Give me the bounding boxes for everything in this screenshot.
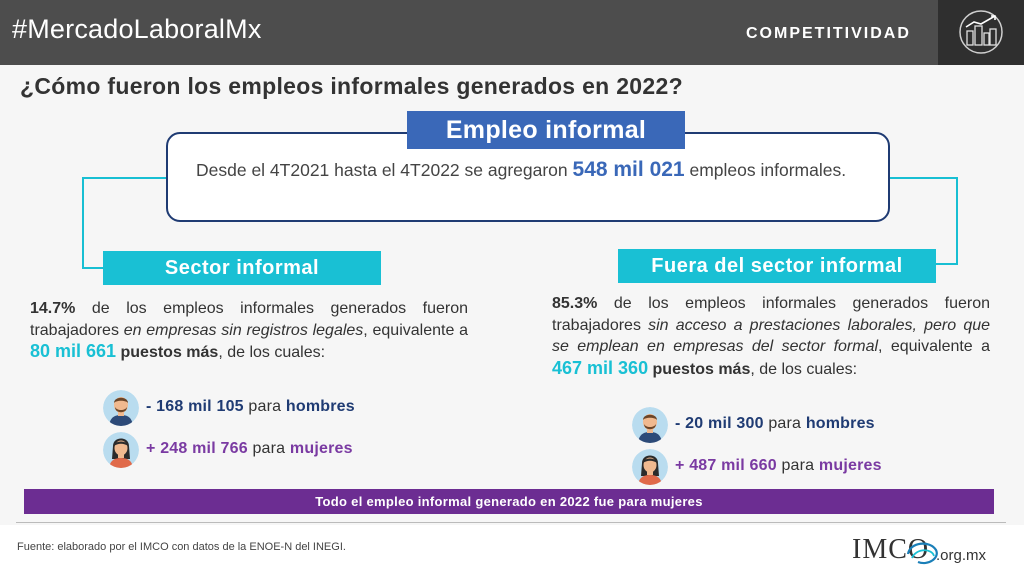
woman-avatar-icon bbox=[103, 432, 139, 468]
left-text-2: , equivalente a bbox=[363, 321, 468, 339]
page-title: ¿Cómo fueron los empleos informales gene… bbox=[20, 73, 683, 99]
connector-right bbox=[888, 177, 958, 265]
section-label: COMPETITIVIDAD bbox=[746, 25, 911, 42]
logo-domain: .org.mx bbox=[936, 547, 987, 564]
left-women-number: + 248 mil 766 bbox=[146, 440, 248, 457]
right-men-label: hombres bbox=[805, 415, 875, 432]
center-text-after: empleos informales. bbox=[684, 160, 847, 180]
informal-sector-paragraph: 14.7% de los empleos informales generado… bbox=[30, 298, 468, 364]
hashtag-title: #MercadoLaboralMx bbox=[12, 14, 262, 44]
man-avatar-icon bbox=[632, 407, 668, 443]
right-text-2: , equivalente a bbox=[878, 338, 990, 355]
right-italic-text: sin acceso a prestaciones laborales, per… bbox=[552, 316, 991, 356]
left-text-3: , de los cuales: bbox=[218, 344, 326, 361]
header-icon-box bbox=[938, 0, 1024, 65]
left-amount: 80 mil 661 bbox=[30, 341, 117, 361]
left-women-label: mujeres bbox=[289, 440, 353, 457]
connector-left bbox=[82, 177, 168, 269]
left-men-text: - 168 mil 105 para hombres bbox=[146, 398, 355, 416]
right-men-text: - 20 mil 300 para hombres bbox=[675, 415, 875, 433]
woman-avatar-icon bbox=[632, 449, 668, 485]
man-avatar-icon bbox=[103, 390, 139, 426]
imco-logo: IMCO .org.mx bbox=[852, 534, 1012, 574]
informal-employment-text: Desde el 4T2021 hasta el 4T2022 se agreg… bbox=[196, 157, 864, 183]
center-text-before: Desde el 4T2021 hasta el 4T2022 se agreg… bbox=[196, 160, 573, 180]
right-men-number: - 20 mil 300 bbox=[675, 415, 764, 432]
right-women-label: mujeres bbox=[818, 457, 882, 474]
left-italic-text: en empresas sin registros legales bbox=[123, 321, 364, 339]
connector-left-foot bbox=[82, 267, 104, 269]
left-percentage: 14.7% bbox=[30, 300, 76, 317]
left-women-text: + 248 mil 766 para mujeres bbox=[146, 440, 353, 458]
logo-swirl-icon bbox=[906, 542, 938, 565]
left-men-number: - 168 mil 105 bbox=[146, 398, 244, 415]
connector-right-foot bbox=[936, 263, 958, 265]
left-text-1: de los empleos informales generados fuer… bbox=[30, 300, 468, 339]
source-note: Fuente: elaborado por el IMCO con datos … bbox=[17, 541, 346, 553]
informal-employment-title: Empleo informal bbox=[407, 111, 685, 149]
left-men-label: hombres bbox=[285, 398, 355, 415]
right-text-3: , de los cuales: bbox=[750, 360, 858, 378]
right-women-text: + 487 mil 660 para mujeres bbox=[675, 457, 882, 475]
conclusion-banner: Todo el empleo informal generado en 2022… bbox=[24, 489, 994, 514]
header-bar: #MercadoLaboralMx COMPETITIVIDAD bbox=[0, 0, 1024, 65]
informal-sector-title: Sector informal bbox=[103, 251, 381, 285]
outside-informal-sector-title: Fuera del sector informal bbox=[618, 249, 936, 283]
right-women-number: + 487 mil 660 bbox=[675, 457, 777, 474]
right-percentage: 85.3% bbox=[552, 295, 598, 312]
left-bold-after: puestos más bbox=[116, 344, 219, 361]
logo-name: IMCO bbox=[852, 534, 930, 565]
right-women-para: para bbox=[776, 457, 819, 474]
left-men-para: para bbox=[243, 398, 286, 415]
footer-divider bbox=[16, 522, 1006, 523]
outside-informal-sector-paragraph: 85.3% de los empleos informales generado… bbox=[552, 293, 990, 380]
center-highlight-number: 548 mil 021 bbox=[572, 158, 685, 181]
city-growth-chart-icon bbox=[959, 10, 1003, 54]
left-women-para: para bbox=[247, 440, 290, 457]
right-men-para: para bbox=[763, 415, 806, 432]
right-text-1: de los empleos informales generados fuer… bbox=[552, 295, 990, 334]
right-bold-after: puestos más bbox=[648, 360, 751, 378]
right-amount: 467 mil 360 bbox=[552, 357, 649, 378]
